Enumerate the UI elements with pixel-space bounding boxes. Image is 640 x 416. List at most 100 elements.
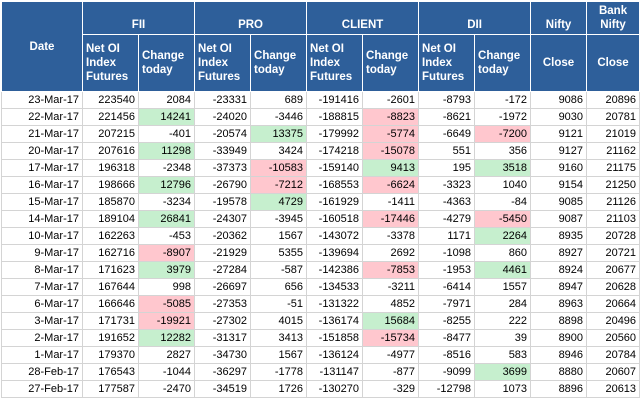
cell-client-oi: -134533 [306, 278, 364, 296]
cell-client-chg: -7853 [362, 261, 420, 279]
cell-dii-chg: -5450 [474, 210, 532, 228]
cell-pro-chg: -587 [250, 261, 308, 279]
header-date: Date [1, 1, 83, 92]
cell-dii-chg: 3518 [474, 159, 532, 177]
cell-fii-oi: 177587 [82, 380, 139, 398]
cell-client-oi: -139694 [306, 244, 364, 262]
cell-bank: 20784 [586, 346, 640, 364]
cell-dii-chg: 583 [474, 346, 532, 364]
cell-nifty: 9030 [530, 108, 588, 126]
cell-fii-chg: 998 [137, 278, 196, 296]
cell-bank: 20728 [586, 227, 640, 245]
cell-pro-oi: -26697 [194, 278, 252, 296]
cell-bank: 21175 [586, 159, 640, 177]
cell-pro-chg: 1726 [250, 380, 308, 398]
cell-client-chg: -877 [362, 363, 420, 381]
oi-data-table: Date FII PRO CLIENT DII Nifty Bank Nifty… [1, 1, 640, 398]
cell-bank: 20613 [586, 380, 640, 398]
cell-dii-chg: 860 [474, 244, 532, 262]
table-row: 1-Mar-17 179370 2827 -34730 1567 -136124 -4977… [1, 346, 640, 364]
cell-pro-oi: -36297 [194, 363, 252, 381]
cell-fii-oi: 198666 [82, 176, 139, 194]
cell-fii-oi: 221456 [82, 108, 139, 126]
cell-nifty: 8896 [530, 380, 588, 398]
cell-client-chg: 4852 [362, 295, 420, 313]
cell-client-oi: -159140 [306, 159, 364, 177]
cell-client-chg: 9413 [362, 159, 420, 177]
cell-client-oi: -168553 [306, 176, 364, 194]
cell-dii-chg: 2264 [474, 227, 532, 245]
cell-client-chg: -17446 [362, 210, 420, 228]
cell-fii-oi: 162263 [82, 227, 139, 245]
cell-client-oi: -161929 [306, 193, 364, 211]
cell-pro-oi: -27284 [194, 261, 252, 279]
cell-fii-oi: 191652 [82, 329, 139, 347]
cell-fii-oi: 176543 [82, 363, 139, 381]
cell-pro-oi: -24020 [194, 108, 252, 126]
cell-client-oi: -160518 [306, 210, 364, 228]
cell-nifty: 8898 [530, 312, 588, 330]
cell-dii-chg: -172 [474, 91, 532, 109]
cell-dii-chg: 3699 [474, 363, 532, 381]
cell-bank: 20721 [586, 244, 640, 262]
cell-dii-oi: -8255 [418, 312, 476, 330]
header-pro: PRO [194, 1, 308, 35]
cell-nifty: 8935 [530, 227, 588, 245]
cell-date: 27-Feb-17 [1, 380, 83, 398]
cell-dii-chg: 222 [474, 312, 532, 330]
cell-fii-chg: -2348 [137, 159, 196, 177]
table-row: 2-Mar-17 191652 12282 -31317 3413 -151858 -157… [1, 329, 640, 347]
header-dii-change: Change today [474, 34, 532, 92]
header-nifty-close: Close [530, 34, 588, 92]
cell-pro-chg: 5355 [250, 244, 308, 262]
cell-fii-chg: -5085 [137, 295, 196, 313]
cell-date: 15-Mar-17 [1, 193, 83, 211]
header-client-net-oi: Net OI Index Futures [306, 34, 364, 92]
cell-fii-oi: 223540 [82, 91, 139, 109]
cell-pro-chg: 13375 [250, 125, 308, 143]
cell-pro-chg: -10583 [250, 159, 308, 177]
cell-pro-chg: 4015 [250, 312, 308, 330]
cell-bank: 21162 [586, 142, 640, 160]
cell-dii-oi: 1171 [418, 227, 476, 245]
cell-pro-chg: 4729 [250, 193, 308, 211]
cell-dii-chg: 39 [474, 329, 532, 347]
cell-client-chg: -329 [362, 380, 420, 398]
cell-pro-chg: -3446 [250, 108, 308, 126]
cell-fii-chg: -3234 [137, 193, 196, 211]
cell-fii-chg: 2827 [137, 346, 196, 364]
cell-pro-chg: 3413 [250, 329, 308, 347]
cell-fii-oi: 179370 [82, 346, 139, 364]
cell-dii-oi: -7971 [418, 295, 476, 313]
cell-pro-oi: -34519 [194, 380, 252, 398]
cell-client-oi: -188815 [306, 108, 364, 126]
table-row: 14-Mar-17 189104 26841 -24307 -3945 -160518 -1… [1, 210, 640, 228]
header-row-sub: Net OI Index Futures Change today Net OI… [2, 34, 640, 92]
table-row: 3-Mar-17 171731 -19921 -27302 4015 -136174 156… [1, 312, 640, 330]
cell-fii-chg: -2470 [137, 380, 196, 398]
cell-date: 23-Mar-17 [1, 91, 83, 109]
cell-nifty: 9127 [530, 142, 588, 160]
cell-client-oi: -191416 [306, 91, 364, 109]
cell-fii-oi: 207616 [82, 142, 139, 160]
cell-dii-oi: -1098 [418, 244, 476, 262]
table-body: 23-Mar-17 223540 2084 -23331 689 -191416 -2601… [1, 91, 640, 398]
cell-bank: 20664 [586, 295, 640, 313]
cell-nifty: 8963 [530, 295, 588, 313]
table-row: 22-Mar-17 221456 14241 -24020 -3446 -188815 -8… [1, 108, 640, 126]
cell-fii-chg: 12282 [137, 329, 196, 347]
table-row: 9-Mar-17 162716 -8907 -21929 5355 -139694 2692… [1, 244, 640, 262]
cell-client-oi: -151858 [306, 329, 364, 347]
cell-nifty: 8927 [530, 244, 588, 262]
cell-pro-chg: -1778 [250, 363, 308, 381]
cell-date: 16-Mar-17 [1, 176, 83, 194]
cell-pro-oi: -27302 [194, 312, 252, 330]
cell-nifty: 9085 [530, 193, 588, 211]
cell-client-chg: -8823 [362, 108, 420, 126]
cell-dii-oi: 195 [418, 159, 476, 177]
table-row: 20-Mar-17 207616 11298 -33949 3424 -174218 -15… [1, 142, 640, 160]
cell-client-oi: -143072 [306, 227, 364, 245]
cell-pro-oi: -26790 [194, 176, 252, 194]
cell-date: 7-Mar-17 [1, 278, 83, 296]
cell-dii-oi: 551 [418, 142, 476, 160]
